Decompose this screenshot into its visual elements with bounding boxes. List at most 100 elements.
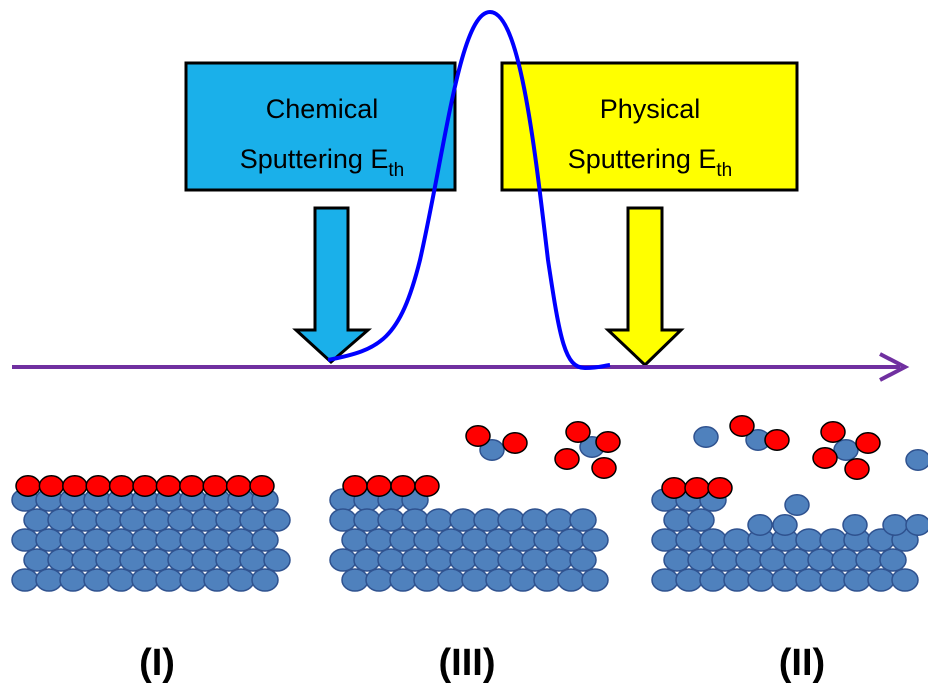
blue-atom — [474, 549, 500, 571]
blue-atom — [796, 529, 822, 551]
red-atom — [16, 476, 40, 496]
blue-atom — [72, 549, 98, 571]
blue-atom — [760, 549, 786, 571]
blue-atom — [498, 509, 524, 531]
blue-atom — [264, 509, 290, 531]
blue-atom — [252, 529, 278, 551]
blue-atom — [712, 549, 738, 571]
red-atom — [343, 476, 367, 496]
blue-atom — [906, 515, 928, 535]
down-arrow — [608, 208, 681, 365]
red-atom — [466, 426, 490, 446]
blue-atom — [808, 549, 834, 571]
blue-atom — [144, 549, 170, 571]
blue-atom — [438, 569, 464, 591]
red-atom — [250, 476, 274, 496]
red-atom — [765, 430, 789, 450]
blue-atom — [700, 569, 726, 591]
blue-atom — [892, 569, 918, 591]
blue-atom — [883, 515, 907, 535]
blue-atom — [534, 569, 560, 591]
blue-atom — [354, 509, 380, 531]
blue-atom — [342, 529, 368, 551]
blue-atom — [120, 509, 146, 531]
blue-atom — [688, 509, 714, 531]
blue-atom — [486, 529, 512, 551]
blue-atom — [48, 549, 74, 571]
blue-atom — [390, 569, 416, 591]
box-line: Sputtering E — [240, 144, 389, 174]
blue-atom — [462, 569, 488, 591]
blue-atom — [84, 529, 110, 551]
red-atom — [662, 478, 686, 498]
red-atom — [180, 476, 204, 496]
red-atom — [821, 422, 845, 442]
blue-atom — [474, 509, 500, 531]
blue-atom — [652, 569, 678, 591]
blue-atom — [156, 529, 182, 551]
blue-atom — [546, 549, 572, 571]
red-atom — [730, 416, 754, 436]
blue-atom — [252, 569, 278, 591]
blue-atom — [856, 549, 882, 571]
blue-atom — [688, 549, 714, 571]
blue-atom — [486, 569, 512, 591]
blue-atom — [414, 529, 440, 551]
blue-atom — [204, 529, 230, 551]
blue-atom — [676, 529, 702, 551]
box-label: Chemical — [266, 94, 379, 124]
blue-atom — [438, 529, 464, 551]
blue-atom — [700, 529, 726, 551]
down-arrow — [296, 208, 368, 362]
red-atom — [415, 476, 439, 496]
red-atom — [685, 478, 709, 498]
blue-atom — [342, 569, 368, 591]
red-atom — [813, 448, 837, 468]
red-atom — [133, 476, 157, 496]
page: Chemical Sputtering Eth Physical Sputter… — [0, 0, 928, 690]
blue-atom — [108, 529, 134, 551]
blue-atom — [48, 509, 74, 531]
blue-atom — [168, 509, 194, 531]
blue-atom — [736, 549, 762, 571]
blue-atom — [180, 569, 206, 591]
blue-atom — [378, 549, 404, 571]
blue-atom — [820, 569, 846, 591]
blue-atom — [204, 569, 230, 591]
blue-atom — [366, 569, 392, 591]
panel-label: (III) — [439, 642, 496, 684]
blue-atom — [498, 549, 524, 571]
blue-atom — [192, 549, 218, 571]
blue-atom — [96, 549, 122, 571]
blue-atom — [390, 529, 416, 551]
blue-atom — [96, 509, 122, 531]
blue-atom — [868, 569, 894, 591]
blue-atom — [378, 509, 404, 531]
blue-atom — [108, 569, 134, 591]
blue-atom — [582, 569, 608, 591]
blue-atom — [906, 450, 928, 470]
blue-atom — [426, 509, 452, 531]
blue-atom — [832, 549, 858, 571]
box-label: Physical — [600, 94, 701, 124]
blue-atom — [402, 509, 428, 531]
atoms — [12, 416, 928, 591]
blue-atom — [216, 549, 242, 571]
blue-atom — [228, 569, 254, 591]
blue-atom — [156, 569, 182, 591]
blue-atom — [880, 549, 906, 571]
blue-atom — [462, 529, 488, 551]
blue-atom — [546, 509, 572, 531]
blue-atom — [724, 529, 750, 551]
blue-atom — [843, 515, 867, 535]
diagram: Chemical Sputtering Eth Physical Sputter… — [0, 0, 928, 690]
blue-atom — [228, 529, 254, 551]
blue-atom — [664, 509, 690, 531]
blue-atom — [522, 549, 548, 571]
blue-atom — [24, 509, 50, 531]
red-atom — [203, 476, 227, 496]
panel-label: (I) — [139, 642, 175, 684]
blue-atom — [132, 529, 158, 551]
blue-atom — [60, 569, 86, 591]
blue-atom — [192, 509, 218, 531]
